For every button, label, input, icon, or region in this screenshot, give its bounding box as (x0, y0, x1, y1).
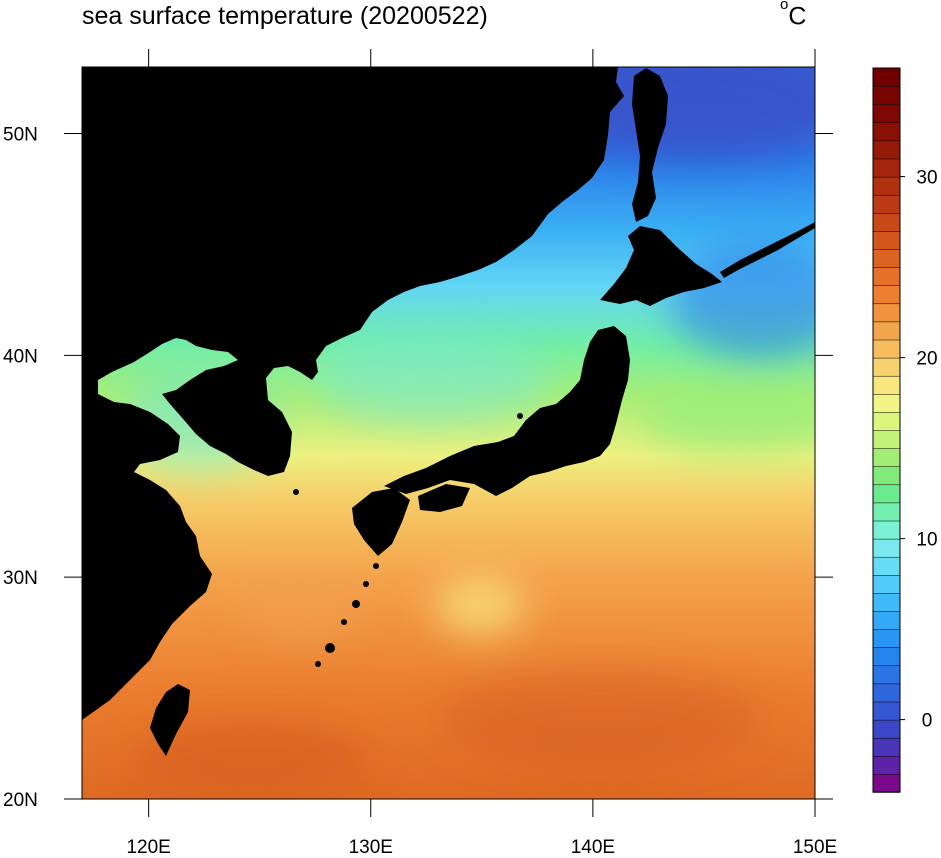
lat-tick-label: 50N (3, 125, 38, 146)
colorbar-tick-label: 0 (922, 711, 933, 732)
colorbar-segment (872, 212, 901, 232)
land-hokkaido (600, 226, 722, 306)
colorbar-segment (872, 465, 901, 486)
colorbar-segment (872, 520, 901, 540)
colorbar-segment (872, 85, 901, 105)
colorbar-segment (872, 701, 901, 721)
degree-symbol: o (780, 0, 789, 13)
land-honshu (384, 326, 630, 496)
colorbar (872, 67, 901, 793)
latitude-axis: 20N 30N 40N 50N (3, 125, 833, 811)
colorbar-segment (872, 375, 901, 395)
colorbar-segment (872, 230, 901, 250)
units-label: oC (780, 0, 807, 31)
colorbar-segment (872, 339, 901, 359)
colorbar-segment (872, 719, 901, 739)
colorbar-segment (872, 411, 901, 431)
sst-field (82, 67, 815, 799)
land-taiwan (150, 684, 190, 756)
map-title: sea surface temperature (20200522) (82, 2, 488, 30)
colorbar-segment (872, 429, 901, 449)
colorbar-segment (872, 284, 901, 305)
land (82, 67, 815, 756)
colorbar-segment (872, 556, 901, 576)
land-sakhalin (632, 68, 668, 222)
land-asia (82, 67, 624, 720)
lon-tick-label: 130E (349, 837, 393, 858)
colorbar-segment (872, 665, 901, 685)
colorbar-segment (872, 628, 901, 648)
colorbar-segment (872, 592, 901, 612)
islands (293, 143, 644, 667)
colorbar-segment (872, 103, 901, 124)
colorbar-segment (872, 122, 901, 142)
colorbar-segment (872, 393, 901, 413)
lon-tick-label: 140E (571, 837, 615, 858)
lat-tick-label: 30N (3, 568, 38, 589)
longitude-axis: 120E 130E 140E 150E (126, 49, 837, 858)
colorbar-tick-label: 20 (916, 349, 937, 370)
colorbar-segment (872, 303, 901, 323)
sst-variations (120, 67, 815, 799)
colorbar-segment (872, 502, 901, 522)
land-shikoku (418, 484, 470, 512)
land-kyushu (352, 488, 410, 556)
colorbar-segment (872, 176, 901, 196)
colorbar-segment (872, 773, 901, 793)
lat-tick-label: 20N (3, 790, 38, 811)
celsius-letter: C (788, 2, 807, 31)
colorbar-segment (872, 321, 901, 341)
colorbar-segment (872, 67, 901, 87)
lon-tick-label: 150E (793, 837, 837, 858)
colorbar-segment (872, 140, 901, 160)
lat-tick-label: 40N (3, 346, 38, 367)
colorbar-tick-label: 10 (916, 530, 937, 551)
colorbar-ticks: 0 10 20 30 (900, 168, 938, 732)
colorbar-segment (872, 357, 901, 377)
colorbar-segment (872, 683, 901, 703)
plot-frame (81, 66, 816, 800)
colorbar-segment (872, 538, 901, 558)
colorbar-segment (872, 755, 901, 775)
colorbar-segment (872, 266, 901, 286)
colorbar-segment (872, 610, 901, 630)
land-kurils (720, 222, 815, 278)
colorbar-segment (872, 646, 901, 667)
colorbar-segment (872, 158, 901, 178)
colorbar-segment (872, 194, 901, 214)
lon-tick-label: 120E (126, 837, 170, 858)
colorbar-segment (872, 574, 901, 594)
colorbar-segment (872, 484, 901, 504)
colorbar-tick-label: 30 (916, 168, 937, 189)
colorbar-frame (872, 67, 901, 793)
colorbar-segment (872, 447, 901, 467)
colorbar-segment (872, 737, 901, 757)
colorbar-segment (872, 248, 901, 268)
